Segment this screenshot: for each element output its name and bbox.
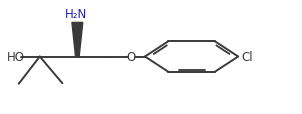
Text: HO: HO xyxy=(7,51,25,63)
Text: H₂N: H₂N xyxy=(65,8,87,20)
Polygon shape xyxy=(72,23,83,57)
Text: Cl: Cl xyxy=(242,51,253,63)
Text: O: O xyxy=(127,51,136,63)
